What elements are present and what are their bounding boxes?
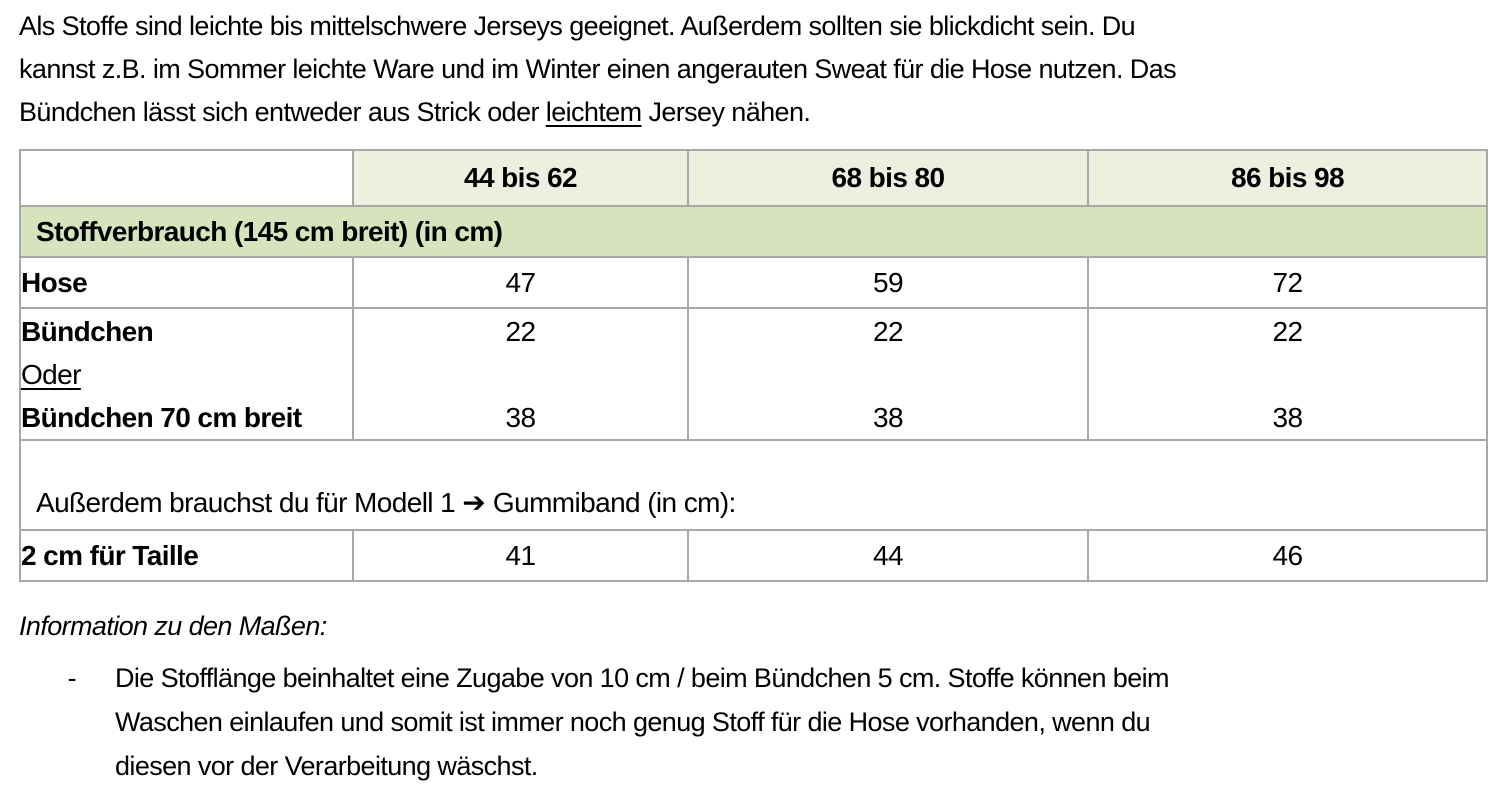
oder-label: Oder bbox=[21, 359, 81, 390]
size-header-86-98: 86 bis 98 bbox=[1087, 149, 1488, 207]
bullet-dash-marker: - bbox=[67, 663, 77, 693]
intro-line-3: Bündchen lässt sich entweder aus Strick … bbox=[19, 91, 1511, 134]
buendchen-spacer bbox=[1089, 353, 1486, 396]
right-arrow-icon: ➔ bbox=[462, 487, 486, 518]
buendchen-value-1: 22 bbox=[505, 316, 537, 347]
size-header-68-80: 68 bis 80 bbox=[687, 149, 1089, 207]
buendchen-values-1: 22 38 bbox=[352, 307, 689, 441]
taille-value-3: 46 bbox=[1087, 529, 1488, 582]
size-header-row: 44 bis 62 68 bis 80 86 bis 98 bbox=[19, 149, 1488, 207]
bullet-line-2: Waschen einlaufen und somit ist immer no… bbox=[115, 707, 1151, 737]
buendchen-label: Bündchen bbox=[21, 316, 154, 347]
intro-line-3-pre: Bündchen lässt sich entweder aus Strick … bbox=[19, 97, 546, 127]
intro-paragraph: Als Stoffe sind leichte bis mittelschwer… bbox=[19, 5, 1511, 134]
gummiband-note-row: Außerdem brauchst du für Modell 1 ➔ Gumm… bbox=[19, 439, 1488, 531]
gummiband-note-pre: Außerdem brauchst du für Modell 1 bbox=[36, 487, 463, 518]
gummiband-note-post: Gummiband (in cm): bbox=[485, 487, 736, 518]
buendchen-70cm-value-3: 38 bbox=[1272, 402, 1304, 433]
corner-empty-cell bbox=[19, 149, 354, 207]
hose-value-2: 59 bbox=[687, 256, 1089, 309]
info-section-title: Information zu den Maßen: bbox=[19, 611, 327, 641]
buendchen-values-3: 22 38 bbox=[1087, 307, 1488, 441]
intro-line-1: Als Stoffe sind leichte bis mittelschwer… bbox=[19, 11, 1136, 41]
row-label-hose: Hose bbox=[19, 256, 354, 309]
buendchen-value-3: 22 bbox=[1272, 316, 1304, 347]
row-label-buendchen: Bündchen Oder Bündchen 70 cm breit bbox=[19, 307, 354, 441]
size-header-44-62: 44 bis 62 bbox=[352, 149, 689, 207]
buendchen-values-2: 22 38 bbox=[687, 307, 1089, 441]
table-row-hose: Hose 47 59 72 bbox=[19, 256, 1488, 309]
buendchen-70cm-label: Bündchen 70 cm breit bbox=[21, 402, 302, 433]
buendchen-70cm-value-2: 38 bbox=[873, 402, 904, 433]
fabric-consumption-table: 44 bis 62 68 bis 80 86 bis 98 Stoffverbr… bbox=[19, 149, 1488, 582]
info-bullet-item: - Die Stofflänge beinhaltet eine Zugabe … bbox=[19, 656, 1511, 788]
taille-value-2: 44 bbox=[687, 529, 1089, 582]
buendchen-70cm-value-1: 38 bbox=[505, 402, 537, 433]
bullet-line-1: Die Stofflänge beinhaltet eine Zugabe vo… bbox=[115, 663, 1170, 693]
bullet-text: Die Stofflänge beinhaltet eine Zugabe vo… bbox=[115, 656, 1170, 788]
hose-value-3: 72 bbox=[1087, 256, 1488, 309]
taille-value-1: 41 bbox=[352, 529, 689, 582]
row-label-taille: 2 cm für Taille bbox=[19, 529, 354, 582]
hose-value-1: 47 bbox=[352, 256, 689, 309]
buendchen-value-2: 22 bbox=[873, 316, 904, 347]
table-row-taille: 2 cm für Taille 41 44 46 bbox=[19, 529, 1488, 582]
intro-line-3-post: Jersey nähen. bbox=[641, 97, 811, 127]
intro-line-2: kannst z.B. im Sommer leichte Ware und i… bbox=[19, 54, 1177, 84]
section-header-cell: Stoffverbrauch (145 cm breit) (in cm) bbox=[19, 205, 1488, 258]
buendchen-spacer bbox=[354, 353, 687, 396]
buendchen-spacer bbox=[689, 353, 1087, 396]
intro-underlined-word: leichtem bbox=[545, 97, 642, 127]
gummiband-note-cell: Außerdem brauchst du für Modell 1 ➔ Gumm… bbox=[19, 439, 1488, 531]
section-band-row: Stoffverbrauch (145 cm breit) (in cm) bbox=[19, 205, 1488, 258]
bullet-line-3: diesen vor der Verarbeitung wäschst. bbox=[115, 751, 538, 781]
table-row-buendchen: Bündchen Oder Bündchen 70 cm breit 22 38… bbox=[19, 307, 1488, 441]
